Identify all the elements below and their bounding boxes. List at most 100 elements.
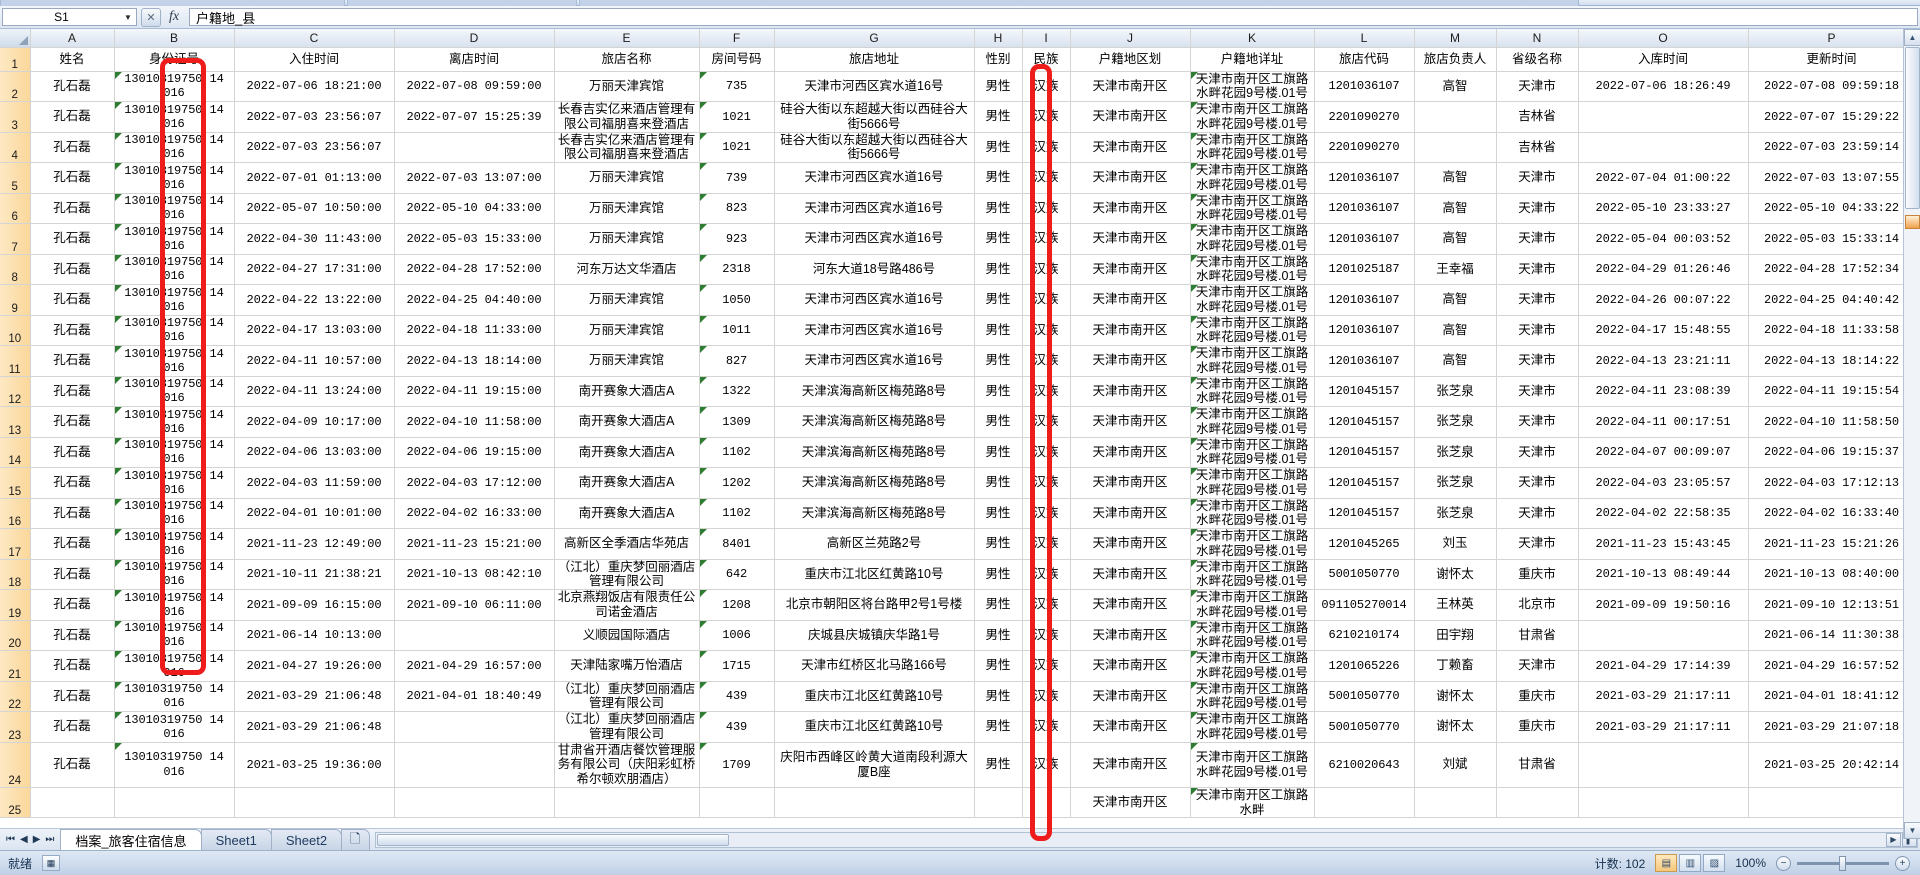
cell-E7[interactable]: 万丽天津宾馆 xyxy=(554,223,700,255)
cell-G4[interactable]: 硅谷大街以东超越大街以西硅谷大街5666号 xyxy=(774,132,975,163)
cell-L17[interactable]: 1201045265 xyxy=(1314,528,1415,560)
cell-L24[interactable]: 6210020643 xyxy=(1314,742,1415,788)
cell-P22[interactable]: 2021-04-01 18:41:12 xyxy=(1748,681,1916,712)
field-header-i[interactable]: 民族 xyxy=(1022,47,1071,72)
cell-F7[interactable]: 923 xyxy=(699,223,775,255)
cell-D2[interactable]: 2022-07-08 09:59:00 xyxy=(394,71,555,102)
cell-O5[interactable]: 2022-07-04 01:00:22 xyxy=(1578,162,1749,194)
column-header-j[interactable]: J xyxy=(1070,29,1191,48)
cell-N23[interactable]: 重庆市 xyxy=(1496,711,1579,743)
column-header-d[interactable]: D xyxy=(394,29,555,48)
field-header-k[interactable]: 户籍地详址 xyxy=(1190,47,1315,72)
cell-A15[interactable]: 孔石磊 xyxy=(30,467,115,499)
cell-I13[interactable]: 汉族 xyxy=(1022,406,1071,438)
cell-M6[interactable]: 高智 xyxy=(1414,193,1497,224)
column-header-n[interactable]: N xyxy=(1496,29,1579,48)
field-header-l[interactable]: 旅店代码 xyxy=(1314,47,1415,72)
cell-O16[interactable]: 2022-04-02 22:58:35 xyxy=(1578,498,1749,529)
field-header-d[interactable]: 离店时间 xyxy=(394,47,555,72)
cell-O17[interactable]: 2021-11-23 15:43:45 xyxy=(1578,528,1749,560)
row-header-13[interactable]: 13 xyxy=(0,406,31,438)
cell-D10[interactable]: 2022-04-18 11:33:00 xyxy=(394,315,555,346)
cell-I12[interactable]: 汉族 xyxy=(1022,376,1071,407)
horizontal-scrollbar[interactable]: ▶ ▌ xyxy=(374,831,1918,848)
cell-F9[interactable]: 1050 xyxy=(699,284,775,316)
cell-I17[interactable]: 汉族 xyxy=(1022,528,1071,560)
column-header-f[interactable]: F xyxy=(699,29,775,48)
column-header-o[interactable]: O xyxy=(1578,29,1749,48)
column-header-l[interactable]: L xyxy=(1314,29,1415,48)
cell-J9[interactable]: 天津市南开区 xyxy=(1070,284,1191,316)
cell-A11[interactable]: 孔石磊 xyxy=(30,345,115,377)
cell-E10[interactable]: 万丽天津宾馆 xyxy=(554,315,700,346)
cell-M12[interactable]: 张芝泉 xyxy=(1414,376,1497,407)
cell-O22[interactable]: 2021-03-29 21:17:11 xyxy=(1578,681,1749,712)
cell-H6[interactable]: 男性 xyxy=(974,193,1023,224)
cell-L7[interactable]: 1201036107 xyxy=(1314,223,1415,255)
cell-L12[interactable]: 1201045157 xyxy=(1314,376,1415,407)
column-header-m[interactable]: M xyxy=(1414,29,1497,48)
cell-N16[interactable]: 天津市 xyxy=(1496,498,1579,529)
column-header-i[interactable]: I xyxy=(1022,29,1071,48)
row-header-1[interactable]: 1 xyxy=(0,47,31,72)
cell-O20[interactable] xyxy=(1578,620,1749,651)
cell-F11[interactable]: 827 xyxy=(699,345,775,377)
field-header-g[interactable]: 旅店地址 xyxy=(774,47,975,72)
cell-F19[interactable]: 1208 xyxy=(699,589,775,621)
cell-O3[interactable] xyxy=(1578,101,1749,133)
cell-D16[interactable]: 2022-04-02 16:33:00 xyxy=(394,498,555,529)
cell-N25[interactable] xyxy=(1496,787,1579,819)
cell-L6[interactable]: 1201036107 xyxy=(1314,193,1415,224)
cell-G6[interactable]: 天津市河西区宾水道16号 xyxy=(774,193,975,224)
cell-C15[interactable]: 2022-04-03 11:59:00 xyxy=(234,467,395,499)
cell-N8[interactable]: 天津市 xyxy=(1496,254,1579,285)
cell-G5[interactable]: 天津市河西区宾水道16号 xyxy=(774,162,975,194)
cell-M25[interactable] xyxy=(1414,787,1497,819)
cell-B3[interactable]: 13010319750 14 016 xyxy=(114,101,235,133)
cell-J4[interactable]: 天津市南开区 xyxy=(1070,132,1191,163)
cell-B16[interactable]: 13010319750 14 016 xyxy=(114,498,235,529)
cell-O4[interactable] xyxy=(1578,132,1749,163)
cell-E16[interactable]: 南开赛象大酒店A xyxy=(554,498,700,529)
cell-P19[interactable]: 2021-09-10 12:13:51 xyxy=(1748,589,1916,621)
cell-I9[interactable]: 汉族 xyxy=(1022,284,1071,316)
cell-E8[interactable]: 河东万达文华酒店 xyxy=(554,254,700,285)
cell-J2[interactable]: 天津市南开区 xyxy=(1070,71,1191,102)
field-header-e[interactable]: 旅店名称 xyxy=(554,47,700,72)
cell-E2[interactable]: 万丽天津宾馆 xyxy=(554,71,700,102)
cell-K4[interactable]: 天津市南开区工旗路水畔花园9号楼.01号 xyxy=(1190,132,1315,163)
cell-J20[interactable]: 天津市南开区 xyxy=(1070,620,1191,651)
cell-A25[interactable] xyxy=(30,787,115,819)
cell-B17[interactable]: 13010319750 14 016 xyxy=(114,528,235,560)
cell-P11[interactable]: 2022-04-13 18:14:22 xyxy=(1748,345,1916,377)
cell-J25[interactable]: 天津市南开区 xyxy=(1070,787,1191,819)
cell-I5[interactable]: 汉族 xyxy=(1022,162,1071,194)
cell-F25[interactable] xyxy=(699,787,775,819)
cell-J23[interactable]: 天津市南开区 xyxy=(1070,711,1191,743)
cell-D3[interactable]: 2022-07-07 15:25:39 xyxy=(394,101,555,133)
cell-L13[interactable]: 1201045157 xyxy=(1314,406,1415,438)
field-header-m[interactable]: 旅店负责人 xyxy=(1414,47,1497,72)
prev-sheet-icon[interactable]: ◀ xyxy=(20,834,28,845)
cell-H19[interactable]: 男性 xyxy=(974,589,1023,621)
cell-P12[interactable]: 2022-04-11 19:15:54 xyxy=(1748,376,1916,407)
cell-K7[interactable]: 天津市南开区工旗路水畔花园9号楼.01号 xyxy=(1190,223,1315,255)
cell-H20[interactable]: 男性 xyxy=(974,620,1023,651)
cell-E4[interactable]: 长春吉实亿来酒店管理有限公司福朋喜来登酒店 xyxy=(554,132,700,163)
cell-B2[interactable]: 13010319750 14 016 xyxy=(114,71,235,102)
cell-I10[interactable]: 汉族 xyxy=(1022,315,1071,346)
cell-P20[interactable]: 2021-06-14 11:30:38 xyxy=(1748,620,1916,651)
cell-N22[interactable]: 重庆市 xyxy=(1496,681,1579,712)
cell-L2[interactable]: 1201036107 xyxy=(1314,71,1415,102)
cell-N15[interactable]: 天津市 xyxy=(1496,467,1579,499)
cell-O6[interactable]: 2022-05-10 23:33:27 xyxy=(1578,193,1749,224)
column-header-h[interactable]: H xyxy=(974,29,1023,48)
cell-M15[interactable]: 张芝泉 xyxy=(1414,467,1497,499)
cell-G24[interactable]: 庆阳市西峰区岭黄大道南段利源大厦B座 xyxy=(774,742,975,788)
cell-D23[interactable] xyxy=(394,711,555,743)
cell-E5[interactable]: 万丽天津宾馆 xyxy=(554,162,700,194)
cell-P14[interactable]: 2022-04-06 19:15:37 xyxy=(1748,437,1916,468)
cell-A7[interactable]: 孔石磊 xyxy=(30,223,115,255)
cell-C22[interactable]: 2021-03-29 21:06:48 xyxy=(234,681,395,712)
cell-N13[interactable]: 天津市 xyxy=(1496,406,1579,438)
